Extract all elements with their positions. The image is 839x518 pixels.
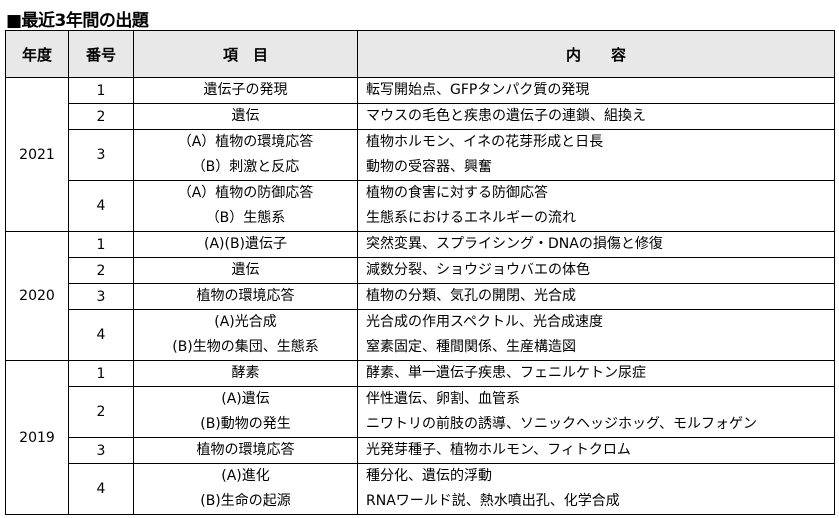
content-line: 動物の受容器、興奮 [366, 159, 492, 175]
header-row: 年度 番号 項 目 内 容 [5, 30, 835, 78]
content-line: 転写開始点、GFPタンパク質の発現 [366, 82, 590, 98]
exam-topics-table: 年度 番号 項 目 内 容 2021 1 遺伝子の発現 転写開始点、GFPタンパク質の… [5, 30, 835, 515]
table-row: 2021 1 遺伝子の発現 転写開始点、GFPタンパク質の発現 [5, 77, 835, 232]
content-cell: 光発芽種子、植物ホルモン、フィトクロム [357, 437, 835, 464]
number-cell: 2 [68, 386, 134, 438]
content-cell: 植物の食害に対する防御応答生態系におけるエネルギーの流れ [357, 180, 835, 232]
content-line: 酵素、単一遺伝子疾患、フェニルケトン尿症 [366, 365, 646, 381]
number-cell: 4 [68, 463, 134, 515]
number-cell: 3 [68, 283, 134, 310]
table-row: 2020 1 (A)(B)遺伝子 突然変異、スプライシング・DNAの損傷と修復 [5, 231, 835, 361]
topic-line: (A)光合成 [214, 314, 277, 330]
content-line: マウスの毛色と疾患の遺伝子の連鎖、組換え [366, 108, 646, 124]
page-title: ■最近3年間の出題 [6, 11, 149, 31]
topic-line: （B）生態系 [205, 210, 286, 226]
topic-cell: (A)進化 (B)生命の起源 [133, 463, 358, 515]
topic-cell: （A）植物の防御応答 （B）生態系 [133, 180, 358, 232]
content-line: 減数分裂、ショウジョウバエの体色 [366, 262, 590, 278]
topic-line: 遺伝 [231, 108, 260, 124]
table-row: 4 (A)光合成 (B)生物の集団、生態系 光合成の作用スペクトル、光合成速度 窒素固定… [6, 309, 835, 361]
content-line: 光合成の作用スペクトル、光合成速度 [366, 314, 604, 330]
number-cell: 1 [68, 360, 134, 387]
content-line: 光発芽種子、植物ホルモン、フィトクロム [366, 442, 631, 458]
topic-line: 植物の環境応答 [196, 288, 295, 304]
content-line: 植物ホルモン、イネの花芽形成と日長 [366, 134, 604, 150]
topic-cell: 遺伝子の発現 [133, 77, 358, 104]
content-cell: 光合成の作用スペクトル、光合成速度 窒素固定、種間関係、生産構造図 [357, 309, 835, 361]
topic-cell: 遺伝 [133, 103, 358, 130]
table-row: 3 植物の環境応答 植物の分類、気孔の開閉、光合成 [6, 283, 835, 310]
topic-line: 遺伝 [231, 262, 260, 278]
topic-line: （B）刺激と反応 [191, 159, 300, 175]
number-cell: 1 [68, 77, 134, 104]
topic-cell: (A)遺伝 (B)動物の発生 [133, 386, 358, 438]
year-cell: 2019 [5, 360, 69, 515]
topic-line: (B)生物の集団、生態系 [172, 339, 319, 355]
content-line: 伴性遺伝、卵割、血管系 [366, 391, 520, 407]
topic-cell: (A)(B)遺伝子 [133, 231, 358, 258]
topic-line: （A）植物の防御応答 [177, 185, 314, 201]
topic-line: (A)遺伝 [221, 391, 270, 407]
topic-cell: 遺伝 [133, 257, 358, 284]
content-line: 窒素固定、種間関係、生産構造図 [366, 339, 576, 355]
number-cell: 3 [68, 437, 134, 464]
table-row: 4 (A)進化 (B)生命の起源 種分化、遺伝的浮動 RNAワールド説、熱水噴出孔、化学… [6, 463, 835, 515]
topic-cell: (A)光合成 (B)生物の集団、生態系 [133, 309, 358, 361]
header-number: 番号 [68, 30, 134, 78]
number-cell: 4 [68, 309, 134, 361]
content-line: ニワトリの前肢の誘導、ソニックヘッジホッグ、モルフォゲン [366, 416, 758, 432]
content-line: RNAワールド説、熱水噴出孔、化学合成 [366, 493, 620, 509]
topic-line: (B)生命の起源 [200, 493, 291, 509]
topic-cell: 植物の環境応答 [133, 283, 358, 310]
topic-line: 酵素 [231, 365, 260, 381]
content-cell: 伴性遺伝、卵割、血管系ニワトリの前肢の誘導、ソニックヘッジホッグ、モルフォゲン [357, 386, 835, 438]
table-row: 2 遺伝 マウスの毛色と疾患の遺伝子の連鎖、組換え [6, 103, 835, 130]
header-content: 内 容 [357, 30, 835, 78]
number-cell: 2 [68, 103, 134, 130]
topic-line: 遺伝子の発現 [203, 82, 288, 98]
topic-line: 植物の環境応答 [196, 442, 295, 458]
header-year: 年度 [5, 30, 69, 78]
content-cell: 減数分裂、ショウジョウバエの体色 [357, 257, 835, 284]
content-cell: 植物ホルモン、イネの花芽形成と日長 動物の受容器、興奮 [357, 129, 835, 181]
year-cell: 2021 [5, 77, 69, 232]
content-line: 種分化、遺伝的浮動 [366, 468, 492, 484]
table-row: 3 植物の環境応答 光発芽種子、植物ホルモン、フィトクロム [6, 437, 835, 464]
topic-line: (A)(B)遺伝子 [203, 236, 288, 252]
header-topic: 項 目 [133, 30, 358, 78]
topic-cell: 植物の環境応答 [133, 437, 358, 464]
table-row: 3 （A）植物の環境応答 （B）刺激と反応 植物ホルモン、イネの花芽形成と日長 動物の受… [6, 129, 835, 181]
number-cell: 2 [68, 257, 134, 284]
content-cell: 突然変異、スプライシング・DNAの損傷と修復 [357, 231, 835, 258]
content-line: 生態系におけるエネルギーの流れ [366, 210, 576, 226]
topic-cell: 酵素 [133, 360, 358, 387]
content-cell: 酵素、単一遺伝子疾患、フェニルケトン尿症 [357, 360, 835, 387]
topic-line: （A）植物の環境応答 [177, 134, 314, 150]
topic-line: (B)動物の発生 [200, 416, 291, 432]
table-row: 4 （A）植物の防御応答 （B）生態系 植物の食害に対する防御応答生態系におけるエネル… [6, 180, 835, 232]
content-cell: 種分化、遺伝的浮動 RNAワールド説、熱水噴出孔、化学合成 [357, 463, 835, 515]
content-line: 突然変異、スプライシング・DNAの損傷と修復 [366, 236, 663, 252]
content-line: 植物の分類、気孔の開閉、光合成 [366, 288, 576, 304]
number-cell: 3 [68, 129, 134, 181]
table-row: 2019 1 酵素 酵素、単一遺伝子疾患、フェニルケトン尿症 [5, 360, 835, 515]
table-row: 2 (A)遺伝 (B)動物の発生 伴性遺伝、卵割、血管系ニワトリの前肢の誘導、ソニック… [6, 386, 835, 438]
number-cell: 4 [68, 180, 134, 232]
topic-line: (A)進化 [221, 468, 270, 484]
number-cell: 1 [68, 231, 134, 258]
year-cell: 2020 [5, 231, 69, 361]
table-row: 2 遺伝 減数分裂、ショウジョウバエの体色 [6, 257, 835, 284]
content-cell: 転写開始点、GFPタンパク質の発現 [357, 77, 835, 104]
content-cell: マウスの毛色と疾患の遺伝子の連鎖、組換え [357, 103, 835, 130]
topic-cell: （A）植物の環境応答 （B）刺激と反応 [133, 129, 358, 181]
content-cell: 植物の分類、気孔の開閉、光合成 [357, 283, 835, 310]
content-line: 植物の食害に対する防御応答 [366, 185, 548, 201]
